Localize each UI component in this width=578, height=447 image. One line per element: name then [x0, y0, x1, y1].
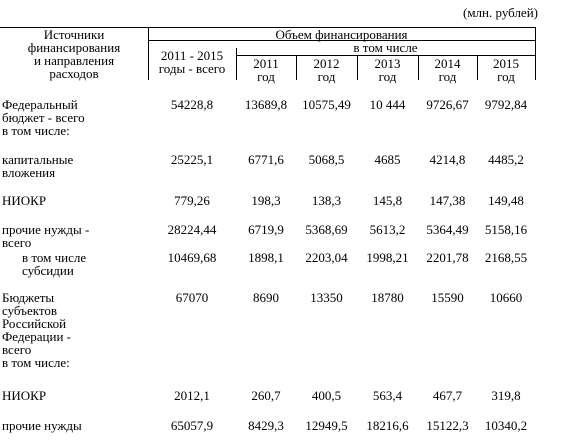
- cell-value: 13689,8: [244, 97, 288, 112]
- cell-value: 4685: [374, 152, 401, 167]
- cell-value: 5068,5: [308, 152, 345, 167]
- rule: [148, 27, 149, 80]
- header-year: 2011 год: [253, 56, 279, 84]
- header-total: 2011 - 2015 годы - всего: [158, 48, 226, 76]
- cell-value: 5368,69: [305, 222, 348, 237]
- cell-value: 6719,9: [248, 222, 284, 237]
- cell-value: 10469,68: [167, 250, 217, 265]
- cell-value: 2168,55: [484, 250, 528, 265]
- cell-value: 15590: [431, 290, 464, 305]
- row-label: в том числе субсидии: [22, 250, 87, 278]
- cell-value: 2012,1: [174, 388, 210, 403]
- cell-value: 18780: [371, 290, 404, 305]
- rule: [477, 55, 478, 80]
- unit-note: (млн. рублей): [463, 5, 538, 20]
- cell-value: 467,7: [432, 388, 463, 403]
- header-volume: Объем финансирования: [275, 27, 408, 42]
- cell-value: 9792,84: [484, 97, 528, 112]
- cell-value: 4485,2: [488, 152, 524, 167]
- header-source: Источники финансирования и направления р…: [27, 27, 121, 81]
- cell-value: 138,3: [311, 193, 342, 208]
- header-year: 2013 год: [374, 56, 401, 84]
- cell-value: 319,8: [491, 388, 521, 403]
- row-label: НИОКР: [2, 193, 47, 208]
- cell-value: 12949,5: [305, 418, 348, 433]
- cell-value: 10660: [489, 290, 523, 305]
- cell-value: 8429,3: [248, 418, 284, 433]
- cell-value: 5364,49: [426, 222, 469, 237]
- cell-value: 10 444: [369, 97, 406, 112]
- header-year: 2014 год: [434, 56, 461, 84]
- rule: [418, 55, 419, 80]
- row-label: НИОКР: [2, 388, 47, 403]
- cell-value: 6771,6: [248, 152, 284, 167]
- rule: [357, 55, 358, 80]
- cell-value: 1998,21: [366, 250, 409, 265]
- cell-value: 54228,8: [170, 97, 214, 112]
- rule: [0, 27, 535, 28]
- rule: [148, 40, 535, 41]
- cell-value: 10575,49: [302, 97, 351, 112]
- row-label: Бюджеты субъектов Российской Федерации -…: [2, 290, 71, 370]
- cell-value: 2201,78: [426, 250, 469, 265]
- rule: [296, 55, 297, 80]
- cell-value: 25225,1: [170, 152, 214, 167]
- cell-value: 9726,67: [426, 97, 469, 112]
- cell-value: 5158,16: [484, 222, 528, 237]
- cell-value: 1898,1: [248, 250, 284, 265]
- cell-value: 2203,04: [305, 250, 348, 265]
- cell-value: 10340,2: [484, 418, 528, 433]
- row-label: прочие нужды: [2, 418, 82, 433]
- header-including: в том числе: [353, 40, 418, 55]
- cell-value: 13350: [310, 290, 343, 305]
- cell-value: 147,38: [429, 193, 466, 208]
- cell-value: 400,5: [311, 388, 342, 403]
- cell-value: 149,48: [488, 193, 524, 208]
- cell-value: 5613,2: [369, 222, 406, 237]
- cell-value: 779,26: [174, 193, 210, 208]
- cell-value: 4214,8: [429, 152, 466, 167]
- rule: [236, 55, 535, 56]
- cell-value: 15122,3: [426, 418, 469, 433]
- header-year: 2015 год: [493, 56, 519, 84]
- cell-value: 145,8: [372, 193, 403, 208]
- cell-value: 563,4: [372, 388, 403, 403]
- row-label: Федеральный бюджет - всего в том числе:: [2, 97, 85, 138]
- row-label: капитальные вложения: [2, 152, 74, 180]
- rule: [535, 27, 536, 80]
- cell-value: 18216,6: [366, 418, 409, 433]
- cell-value: 198,3: [251, 193, 281, 208]
- cell-value: 28224,44: [167, 222, 217, 237]
- cell-value: 67070: [175, 290, 209, 305]
- header-year: 2012 год: [313, 56, 340, 84]
- cell-value: 65057,9: [170, 418, 214, 433]
- cell-value: 260,7: [251, 388, 281, 403]
- cell-value: 8690: [253, 290, 279, 305]
- rule: [236, 48, 237, 80]
- row-label: прочие нужды - всего: [2, 222, 90, 250]
